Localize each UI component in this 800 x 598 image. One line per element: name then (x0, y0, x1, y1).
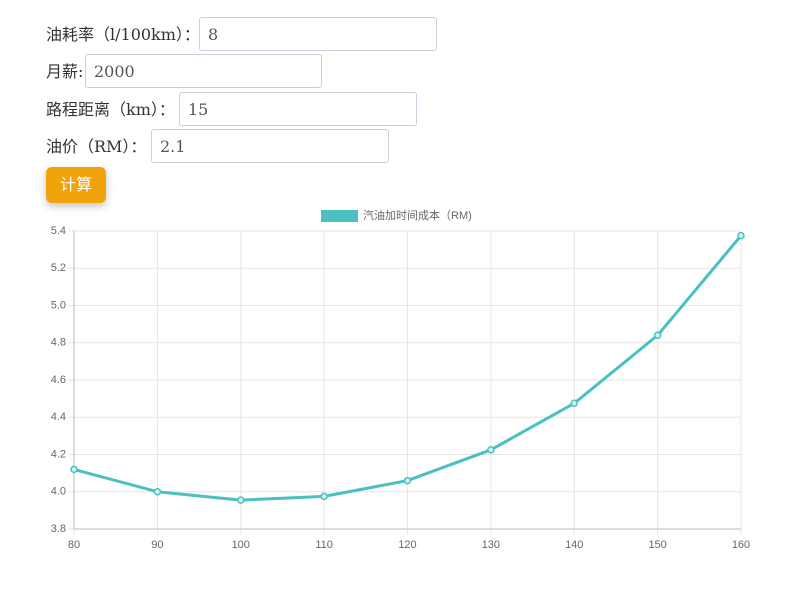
y-tick-label: 5.4 (51, 225, 66, 237)
text-input[interactable]: 8 (199, 17, 437, 51)
text-input[interactable]: 15 (179, 92, 417, 126)
x-tick-label: 160 (732, 539, 750, 551)
y-tick-label: 4.8 (51, 337, 66, 349)
y-tick-label: 4.2 (51, 448, 66, 460)
x-tick-label: 100 (232, 539, 250, 551)
y-tick-label: 5.0 (51, 299, 66, 311)
y-tick-label: 5.2 (51, 262, 66, 274)
data-point (237, 496, 245, 504)
y-tick-label: 4.0 (51, 486, 66, 498)
y-tick-label: 3.8 (51, 523, 66, 535)
x-tick-label: 150 (648, 539, 666, 551)
y-tick-label: 4.4 (51, 411, 66, 423)
legend-label: 汽油加时间成本（RM) (363, 208, 472, 222)
legend-swatch (321, 210, 358, 222)
data-point (570, 399, 578, 408)
x-tick-label: 130 (482, 539, 500, 551)
x-tick-label: 80 (68, 539, 80, 551)
data-point (70, 465, 78, 474)
field-label: 油耗率（l/100km）： (46, 25, 200, 44)
data-point (320, 492, 328, 501)
data-point (487, 446, 495, 454)
data-point (653, 331, 662, 340)
y-tick-label: 4.6 (51, 374, 66, 386)
x-tick-label: 110 (315, 539, 333, 551)
data-point (737, 231, 745, 240)
field-label: 路程距离（km）： (46, 100, 175, 119)
text-input[interactable]: 2000 (85, 54, 322, 88)
data-point (403, 476, 412, 485)
x-tick-label: 140 (565, 539, 583, 551)
calculate-button[interactable]: 计算 (46, 167, 106, 203)
field-label: 油价（RM）： (46, 137, 147, 156)
x-tick-label: 90 (151, 539, 163, 551)
x-tick-label: 120 (398, 539, 416, 551)
field-label: 月薪: (46, 62, 84, 81)
text-input[interactable]: 2.1 (151, 129, 389, 163)
data-point (153, 488, 162, 496)
